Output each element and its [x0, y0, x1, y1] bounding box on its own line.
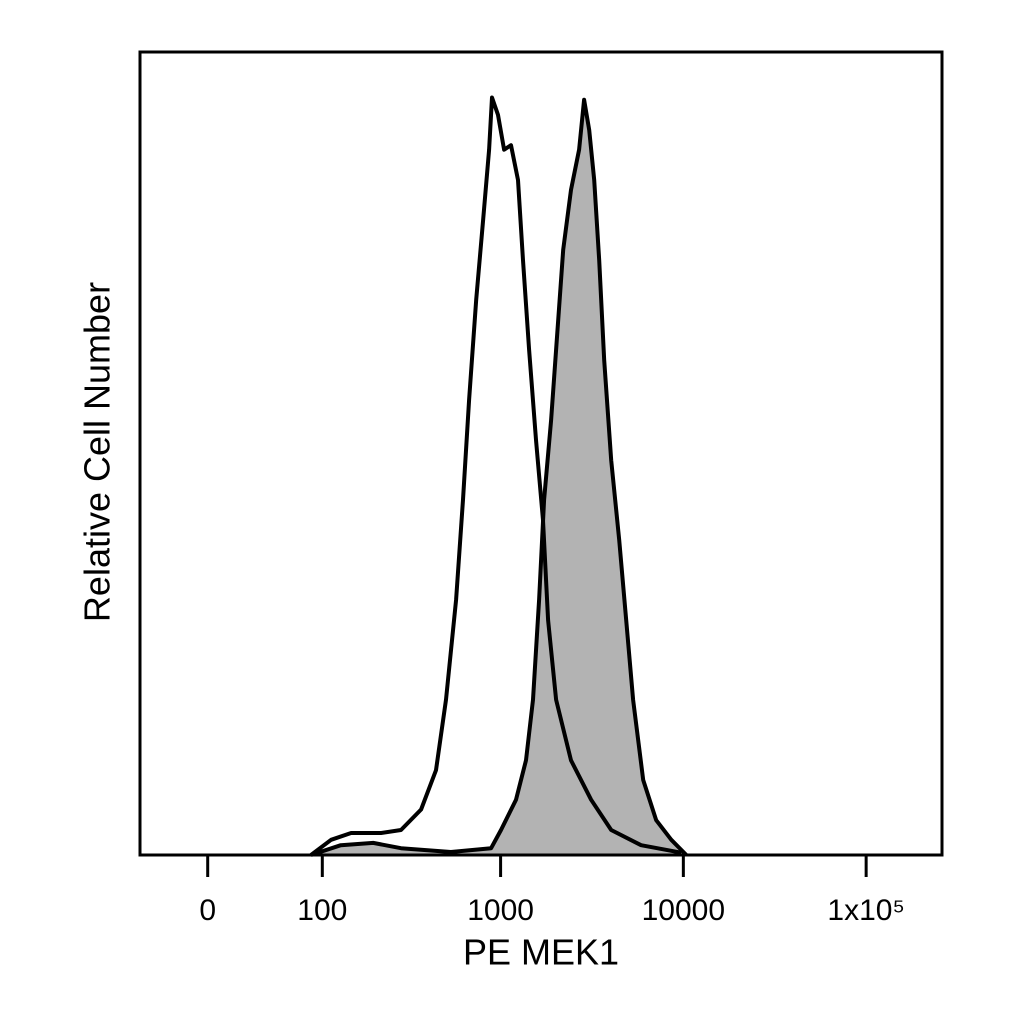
- x-tick-label: 100: [297, 894, 347, 927]
- x-tick-label: 1000: [467, 894, 534, 927]
- histogram-line: [309, 95, 682, 857]
- x-axis-title: PE MEK1: [463, 932, 619, 973]
- x-tick-label: 1x10⁵: [827, 894, 905, 927]
- y-axis-title: Relative Cell Number: [77, 282, 118, 622]
- x-tick-label: 10000: [642, 894, 725, 927]
- x-tick-label: 0: [199, 894, 216, 927]
- histogram-line: [310, 97, 688, 857]
- histogram-area: [311, 99, 687, 855]
